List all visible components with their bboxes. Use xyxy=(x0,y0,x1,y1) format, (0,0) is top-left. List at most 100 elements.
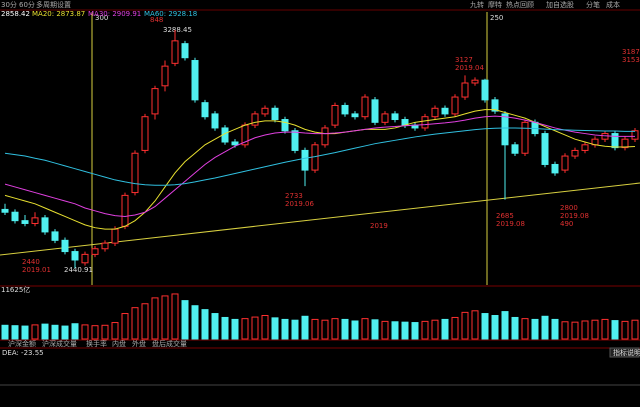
candle-body xyxy=(161,65,169,87)
candle-body xyxy=(271,107,279,121)
volume-bar xyxy=(291,319,299,340)
candle-body xyxy=(81,253,89,264)
tab[interactable]: 外盘 xyxy=(132,339,146,348)
candle-body xyxy=(391,113,399,121)
candle-body xyxy=(551,163,559,174)
annotation: 3153 xyxy=(622,56,640,64)
volume-bar xyxy=(301,315,309,340)
volume-bar xyxy=(411,322,419,340)
volume-bar xyxy=(631,319,639,340)
volume-bar xyxy=(361,318,369,340)
candle-body xyxy=(581,144,589,151)
volume-bar xyxy=(581,320,589,340)
candle-body xyxy=(361,96,369,118)
volume-bar xyxy=(421,320,429,340)
volume-bar xyxy=(181,300,189,340)
candle-body xyxy=(321,127,329,146)
volume-bar xyxy=(271,317,279,340)
candle-body xyxy=(631,130,639,140)
annotation: 3187 xyxy=(622,48,640,56)
volume-bar xyxy=(441,318,449,340)
candle-body xyxy=(111,228,119,244)
candle-body xyxy=(151,88,159,115)
candle-body xyxy=(521,121,529,154)
candle-body xyxy=(51,231,59,241)
marker-label: 300 xyxy=(95,14,108,22)
volume-bar xyxy=(251,316,259,340)
candle-body xyxy=(511,144,519,154)
candle-body xyxy=(71,251,79,261)
toolbar-item[interactable]: 30分 xyxy=(1,0,17,9)
candle-body xyxy=(281,119,289,132)
help-label[interactable]: 指标说明 xyxy=(613,348,640,357)
ma-line xyxy=(4,127,635,186)
button[interactable]: 热点回顾 xyxy=(506,0,534,9)
candle-body xyxy=(561,155,569,171)
volume-bar xyxy=(381,320,389,340)
volume-bar xyxy=(451,316,459,340)
button[interactable]: 摩特 xyxy=(488,0,502,9)
candle-body xyxy=(421,116,429,129)
volume-bar xyxy=(371,319,379,340)
volume-bar xyxy=(281,318,289,340)
button[interactable]: 成本 xyxy=(606,0,620,9)
volume-bar xyxy=(261,315,269,340)
candle-body xyxy=(371,99,379,123)
candle-body xyxy=(541,133,549,165)
candle-body xyxy=(381,113,389,123)
legend-entry: MA30: 2909.91 xyxy=(88,10,141,18)
volume-bar xyxy=(101,324,109,340)
candle-body xyxy=(571,149,579,157)
annotation: 2019.08 xyxy=(496,220,525,228)
candle-body xyxy=(121,194,129,227)
volume-bar xyxy=(531,318,539,340)
candle-body xyxy=(61,239,69,253)
toolbar-item[interactable]: 多周期 xyxy=(36,0,57,9)
annotation: 490 xyxy=(560,220,573,228)
candle-body xyxy=(331,104,339,126)
toolbar-item[interactable]: 设置 xyxy=(57,0,71,9)
annotation: 2440 xyxy=(22,258,40,266)
annotation: 2019.01 xyxy=(22,266,51,274)
annotation: 2440.91 xyxy=(64,266,93,274)
volume-bar xyxy=(111,322,119,340)
volume-bar xyxy=(141,303,149,340)
volume-bar xyxy=(341,318,349,340)
candle-body xyxy=(11,211,19,222)
candle-body xyxy=(261,107,269,115)
tab[interactable]: 沪深成交量 xyxy=(42,339,77,348)
button[interactable]: 九转 xyxy=(470,0,484,9)
tab[interactable]: 盘后成交量 xyxy=(152,339,187,348)
volume-bar xyxy=(211,313,219,340)
volume-bar xyxy=(321,319,329,340)
volume-bar xyxy=(171,293,179,340)
tab[interactable]: 换手率 xyxy=(86,339,107,348)
volume-label: 11625亿 xyxy=(1,285,30,294)
candle-body xyxy=(211,113,219,129)
candle-body xyxy=(251,113,259,126)
candle-body xyxy=(341,104,349,115)
button[interactable]: 加自选股 xyxy=(546,0,574,9)
candle-body xyxy=(131,152,139,194)
help-button[interactable] xyxy=(609,347,640,358)
ma-line xyxy=(4,115,635,217)
volume-bar xyxy=(521,318,529,340)
candle-body xyxy=(461,82,469,98)
candle-body xyxy=(21,220,29,224)
volume-bar xyxy=(621,320,629,340)
legend-entry: MA60: 2928.18 xyxy=(144,10,197,18)
volume-bar xyxy=(61,325,69,340)
tab[interactable]: 沪深金额 xyxy=(8,339,36,348)
volume-bar xyxy=(551,318,559,340)
candle-body xyxy=(451,96,459,115)
volume-bar xyxy=(231,318,239,340)
volume-bar xyxy=(201,309,209,340)
candle-body xyxy=(91,248,99,255)
button[interactable]: 分笔 xyxy=(586,0,600,9)
toolbar-item[interactable]: 60分 xyxy=(19,0,35,9)
tab[interactable]: 内盘 xyxy=(112,339,126,348)
annotation: 2685 xyxy=(496,212,514,220)
candle-body xyxy=(301,149,309,171)
candle-body xyxy=(471,79,479,84)
